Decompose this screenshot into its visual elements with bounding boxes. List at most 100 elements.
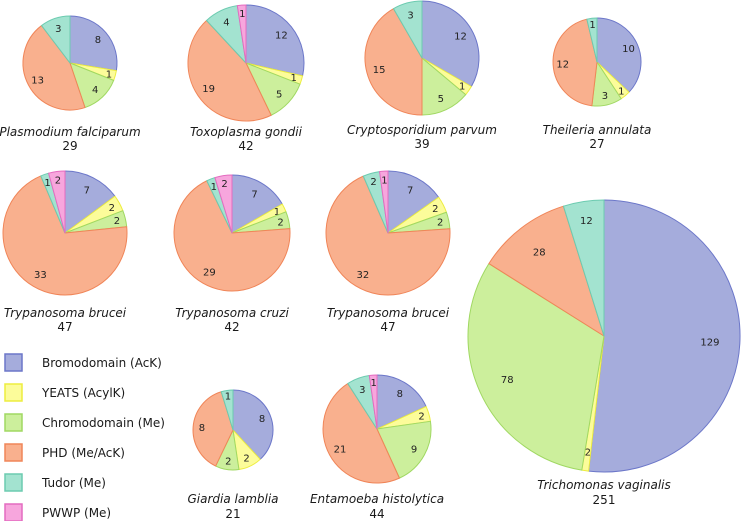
slice-value-label: 33 — [34, 270, 47, 281]
pie-slice-tudor — [393, 0, 423, 59]
legend-label-pwwp: PWWP (Me) — [42, 506, 111, 520]
legend-swatch-bromodomain — [4, 353, 23, 372]
slice-value-label: 28 — [533, 247, 546, 258]
slice-value-label: 1 — [274, 207, 280, 218]
slice-value-label: 1 — [239, 9, 245, 20]
pie-slice-phd — [488, 205, 605, 337]
legend-swatch-phd — [4, 443, 23, 462]
organism-name: Entamoeba histolytica — [310, 492, 444, 506]
pie-slice-phd — [22, 25, 86, 111]
slice-value-label: 2 — [114, 216, 120, 227]
slice-value-label: 1 — [459, 82, 465, 93]
legend-swatch-chromodomain — [4, 413, 23, 432]
pie-slice-bromodomain — [245, 4, 305, 77]
slice-value-label: 2 — [55, 176, 61, 187]
legend-item-phd: PHD (Me/AcK) — [4, 443, 125, 462]
organism-name: Trichomonas vaginalis — [537, 478, 671, 492]
organism-name: Toxoplasma gondii — [190, 125, 303, 139]
legend-label-phd: PHD (Me/AcK) — [42, 446, 125, 460]
legend-item-yeats: YEATS (AcylK) — [4, 383, 125, 402]
slice-value-label: 5 — [438, 94, 444, 105]
pie-slice-tudor — [586, 17, 598, 63]
slice-value-label: 1 — [291, 73, 297, 84]
pie-slice-bromodomain — [69, 15, 118, 72]
organism-total: 42 — [224, 320, 239, 334]
slice-value-label: 2 — [585, 447, 591, 458]
legend: Bromodomain (AcK) YEATS (AcylK) Chromodo… — [4, 353, 165, 521]
slice-value-label: 129 — [700, 338, 719, 349]
slice-value-label: 1 — [589, 20, 595, 31]
organism-name: Trypanosoma brucei — [327, 306, 450, 320]
slice-value-label: 2 — [277, 217, 283, 228]
pie-slice-tudor — [562, 199, 605, 337]
pie-slice-chromodomain — [467, 263, 605, 471]
legend-label-tudor: Tudor (Me) — [41, 476, 106, 490]
slice-value-label: 21 — [334, 445, 347, 456]
pie-slice-bromodomain — [588, 199, 741, 473]
slice-value-label: 7 — [407, 186, 413, 197]
pie-slice-bromodomain — [421, 0, 480, 87]
pie-slice-phd — [552, 18, 598, 107]
slice-value-label: 4 — [223, 18, 229, 29]
organism-name: Giardia lamblia — [187, 492, 278, 506]
pie-slice-pwwp — [368, 374, 378, 430]
slice-value-label: 8 — [259, 414, 265, 425]
pie-slice-pwwp — [379, 170, 389, 234]
slice-value-label: 29 — [203, 268, 216, 279]
slice-value-label: 3 — [407, 11, 413, 22]
pie-slice-bromodomain — [64, 170, 116, 234]
slice-value-label: 2 — [221, 179, 227, 190]
organism-total: 27 — [589, 137, 604, 151]
slice-value-label: 1 — [225, 392, 231, 403]
slice-value-label: 1 — [618, 87, 624, 98]
legend-item-pwwp: PWWP (Me) — [4, 503, 111, 521]
pie-slice-phd — [322, 383, 400, 484]
organism-name: Cryptosporidium parvum — [347, 123, 497, 137]
organism-total: 39 — [414, 137, 429, 151]
legend-item-bromodomain: Bromodomain (AcK) — [4, 353, 162, 372]
slice-value-label: 2 — [243, 454, 249, 465]
pie-slice-bromodomain — [232, 389, 274, 460]
slice-value-label: 12 — [556, 60, 569, 71]
organism-name: Trypanosoma cruzi — [175, 306, 289, 320]
slice-value-label: 3 — [55, 24, 61, 35]
legend-item-chromodomain: Chromodomain (Me) — [4, 413, 165, 432]
slice-value-label: 12 — [454, 31, 467, 42]
organism-name: Plasmodium falciparum — [0, 125, 141, 139]
pie-slice-phd — [2, 175, 128, 296]
pie-slice-phd — [187, 19, 272, 122]
slice-value-label: 3 — [602, 91, 608, 102]
slice-value-label: 12 — [580, 216, 593, 227]
slice-value-label: 9 — [411, 445, 417, 456]
legend-swatch-tudor — [4, 473, 23, 492]
organism-total: 251 — [593, 493, 616, 507]
slice-value-label: 2 — [109, 203, 115, 214]
organism-total: 42 — [238, 139, 253, 153]
slice-value-label: 8 — [199, 423, 205, 434]
slice-value-label: 2 — [432, 204, 438, 215]
slice-value-label: 1 — [44, 178, 50, 189]
organism-name: Theileria annulata — [543, 123, 652, 137]
legend-label-bromodomain: Bromodomain (AcK) — [42, 356, 162, 370]
pie-slice-bromodomain — [596, 17, 642, 93]
slice-value-label: 1 — [371, 378, 377, 389]
slice-value-label: 2 — [370, 177, 376, 188]
slice-value-label: 2 — [225, 456, 231, 467]
pie-slice-phd — [325, 175, 451, 296]
pie-slice-pwwp — [236, 4, 247, 64]
slice-value-label: 2 — [418, 411, 424, 422]
pie-slice-tudor — [41, 15, 71, 64]
slice-value-label: 2 — [437, 218, 443, 229]
organism-name: Trypanosoma brucei — [4, 306, 127, 320]
pie-slice-tudor — [220, 389, 234, 431]
pie-slice-pwwp — [48, 170, 66, 234]
